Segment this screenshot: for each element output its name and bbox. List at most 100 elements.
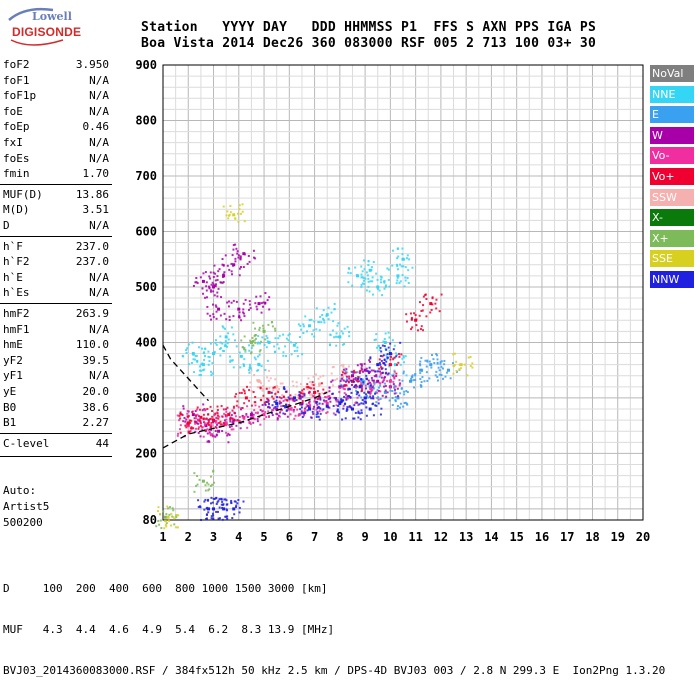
echo-dot [220, 296, 223, 299]
echo-dot [264, 302, 267, 305]
echo-dot [393, 370, 396, 373]
echo-dot [344, 402, 347, 405]
echo-dot [212, 316, 215, 319]
echo-dot [254, 395, 257, 398]
echo-dot [273, 386, 276, 389]
echo-dot [235, 247, 238, 250]
echo-dot [343, 343, 346, 346]
echo-dot [392, 348, 395, 351]
echo-dot [312, 375, 315, 378]
trace-curve [162, 344, 209, 402]
echo-dot [209, 271, 212, 274]
echo-dot [372, 379, 375, 382]
echo-dot [281, 382, 284, 385]
echo-dot [304, 407, 307, 410]
echo-dot [310, 318, 313, 321]
echo-dot [231, 254, 234, 257]
echo-dot [214, 304, 217, 307]
echo-dot [207, 350, 210, 353]
echo-dot [330, 372, 333, 375]
echo-dot [441, 377, 444, 380]
echo-dot [276, 389, 279, 392]
echo-dot [359, 363, 362, 366]
echo-dot [351, 370, 354, 373]
echo-dot [256, 308, 259, 311]
param-name: yE [3, 385, 17, 398]
echo-dot [251, 336, 254, 339]
echo-dot [340, 401, 343, 404]
echo-dot [367, 371, 370, 374]
echo-dot [365, 393, 368, 396]
echo-dot [313, 383, 316, 386]
echo-dot [189, 427, 192, 430]
echo-dot [302, 392, 305, 395]
data-point [446, 368, 450, 372]
echo-dot [243, 392, 246, 395]
echo-dot [219, 335, 222, 338]
echo-dot [204, 428, 207, 431]
echo-dot [295, 399, 298, 402]
echo-dot [312, 329, 315, 332]
echo-dot [165, 522, 168, 525]
echo-dot [239, 408, 242, 411]
legend-item: NoVal [650, 65, 694, 82]
echo-dot [313, 320, 316, 323]
echo-dot [327, 306, 330, 309]
echo-dot [218, 268, 221, 271]
param-name: B0 [3, 400, 17, 414]
echo-dot [302, 325, 305, 328]
echo-dot [235, 419, 238, 422]
echo-dot [384, 332, 387, 335]
y-tick-label: 900 [135, 58, 157, 72]
echo-dot [274, 329, 277, 332]
echo-dot [226, 434, 229, 437]
echo-dot [203, 422, 206, 425]
echo-dot [389, 358, 392, 361]
echo-dot [401, 379, 404, 382]
legend-item: X+ [650, 229, 694, 247]
echo-dot [207, 420, 210, 423]
echo-dot [299, 397, 302, 400]
echo-dot [254, 257, 257, 260]
echo-dot [379, 373, 382, 376]
echo-dot [361, 368, 364, 371]
echo-dot [267, 369, 270, 372]
echo-dot [226, 406, 229, 409]
echo-dot [200, 369, 203, 372]
echo-dot [202, 369, 205, 372]
echo-dot [239, 422, 242, 425]
echo-dot [308, 402, 311, 405]
echo-dot [244, 348, 247, 351]
echo-dot [257, 335, 260, 338]
echo-dot [363, 391, 366, 394]
echo-dot [366, 395, 369, 398]
echo-dot [430, 308, 433, 311]
echo-dot [420, 325, 423, 328]
echo-dot [294, 405, 297, 408]
echo-dot [392, 358, 395, 361]
echo-dot [342, 365, 345, 368]
echo-dot [239, 366, 242, 369]
echo-dot [230, 326, 233, 329]
echo-dot [379, 346, 382, 349]
echo-dot [389, 378, 392, 381]
echo-dot [349, 395, 352, 398]
echo-dot [392, 373, 395, 376]
echo-dot [419, 360, 422, 363]
echo-dot [394, 385, 397, 388]
echo-dot [433, 362, 436, 365]
echo-dot [203, 423, 206, 426]
echo-dot [372, 381, 375, 384]
echo-dot [250, 390, 253, 393]
echo-dot [219, 354, 222, 357]
echo-dot [420, 385, 423, 388]
echo-dot [212, 290, 215, 293]
echo-dot [240, 407, 243, 410]
echo-dot [238, 391, 241, 394]
echo-dot [345, 393, 348, 396]
echo-dot [237, 256, 240, 259]
echo-dot [208, 431, 211, 434]
data-point [325, 404, 329, 408]
echo-dot [371, 280, 374, 283]
echo-dot [316, 412, 319, 415]
